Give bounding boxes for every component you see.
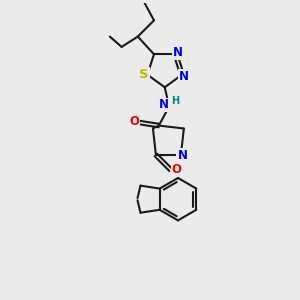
Text: H: H (172, 96, 180, 106)
Text: N: N (159, 98, 169, 111)
Text: N: N (177, 148, 188, 161)
Text: O: O (172, 163, 182, 176)
Text: N: N (173, 46, 183, 59)
Text: S: S (139, 68, 148, 81)
Text: O: O (129, 115, 140, 128)
Text: N: N (178, 70, 189, 83)
